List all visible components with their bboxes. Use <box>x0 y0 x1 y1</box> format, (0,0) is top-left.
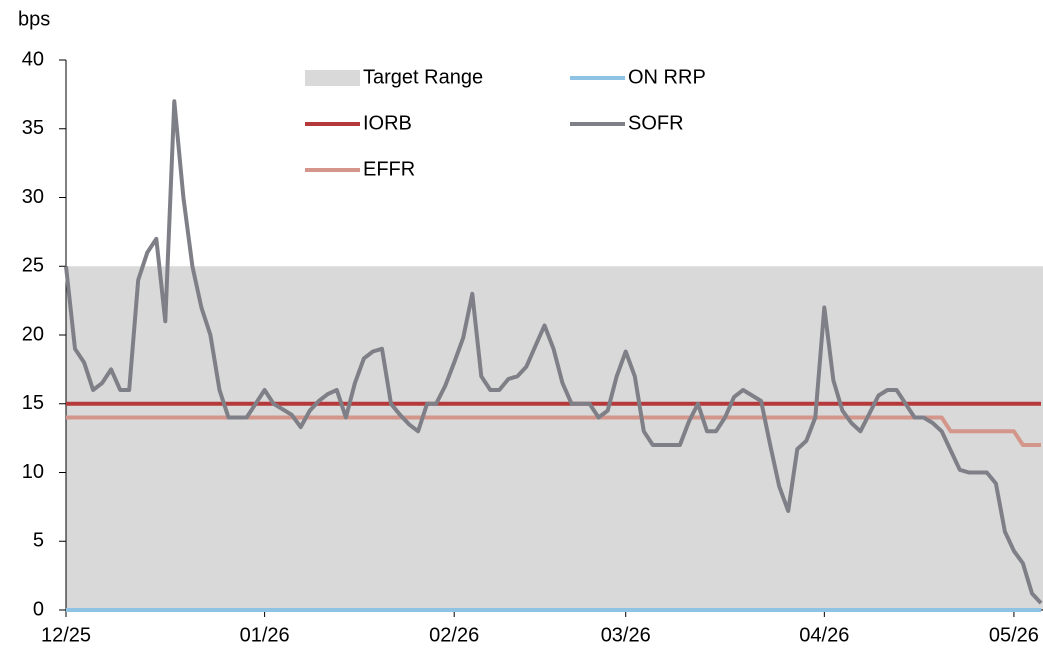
y-tick-label: 40 <box>22 48 44 70</box>
y-axis-label: bps <box>18 8 50 30</box>
legend-label: IORB <box>363 112 412 134</box>
y-tick-label: 0 <box>33 598 44 620</box>
x-tick-label: 03/26 <box>601 624 651 646</box>
legend-label: EFFR <box>363 158 415 180</box>
y-tick-label: 35 <box>22 117 44 139</box>
legend-label: SOFR <box>628 112 684 134</box>
series-line <box>64 99 1043 605</box>
target-range <box>66 266 1043 610</box>
legend-label: Target Range <box>363 66 483 88</box>
x-tick-label: 02/26 <box>429 624 479 646</box>
y-tick-label: 15 <box>22 392 44 414</box>
y-tick-label: 30 <box>22 186 44 208</box>
y-tick-label: 25 <box>22 255 44 277</box>
x-tick-label: 12/25 <box>41 624 91 646</box>
y-tick-label: 10 <box>22 461 44 483</box>
legend-label: ON RRP <box>628 66 706 88</box>
legend-swatch <box>305 70 360 86</box>
x-tick-label: 01/26 <box>240 624 290 646</box>
x-tick-label: 05/26 <box>989 624 1039 646</box>
y-tick-label: 20 <box>22 323 44 345</box>
x-tick-label: 04/26 <box>799 624 849 646</box>
y-tick-label: 5 <box>33 530 44 552</box>
